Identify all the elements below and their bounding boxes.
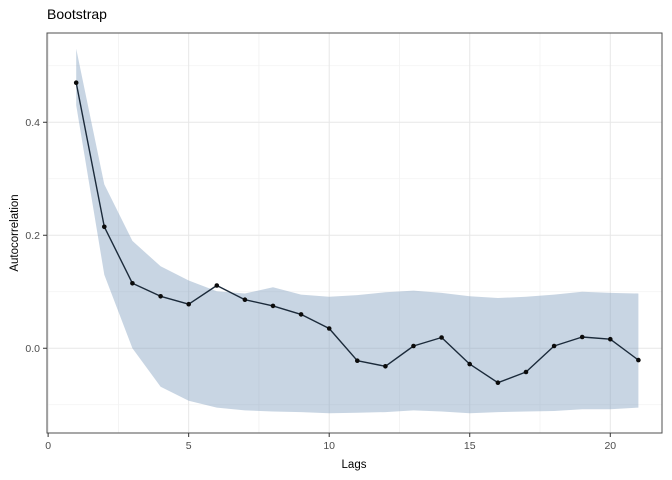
data-point <box>383 364 388 369</box>
data-point <box>130 281 135 286</box>
x-tick-label: 10 <box>323 440 335 452</box>
data-point <box>355 358 360 364</box>
confidence-ribbon <box>76 48 639 414</box>
data-point <box>298 312 304 317</box>
data-point <box>214 283 220 288</box>
chart-title: Bootstrap <box>47 6 107 22</box>
y-tick-label: 0.4 <box>25 117 40 129</box>
panel-border <box>46 32 663 434</box>
x-tick-label: 15 <box>464 440 476 452</box>
data-point <box>495 380 501 386</box>
y-tick-label: 0.0 <box>25 343 40 355</box>
data-point <box>551 343 557 349</box>
data-point <box>102 224 107 230</box>
x-tick-label: 5 <box>186 440 192 452</box>
data-point <box>158 294 163 299</box>
x-axis-title: Lags <box>341 459 367 471</box>
data-point <box>467 361 473 367</box>
data-point <box>73 80 79 85</box>
data-point <box>186 301 191 307</box>
y-tick-label: 0.2 <box>25 230 40 242</box>
data-point <box>270 303 276 309</box>
data-point <box>242 297 248 303</box>
data-point <box>411 343 416 349</box>
data-point <box>636 357 641 363</box>
x-tick-label: 20 <box>604 440 616 452</box>
data-point <box>608 336 613 342</box>
data-point <box>326 326 332 331</box>
data-point <box>523 369 529 375</box>
x-tick-label: 0 <box>45 440 51 452</box>
data-point <box>579 334 585 340</box>
data-point <box>439 335 444 340</box>
